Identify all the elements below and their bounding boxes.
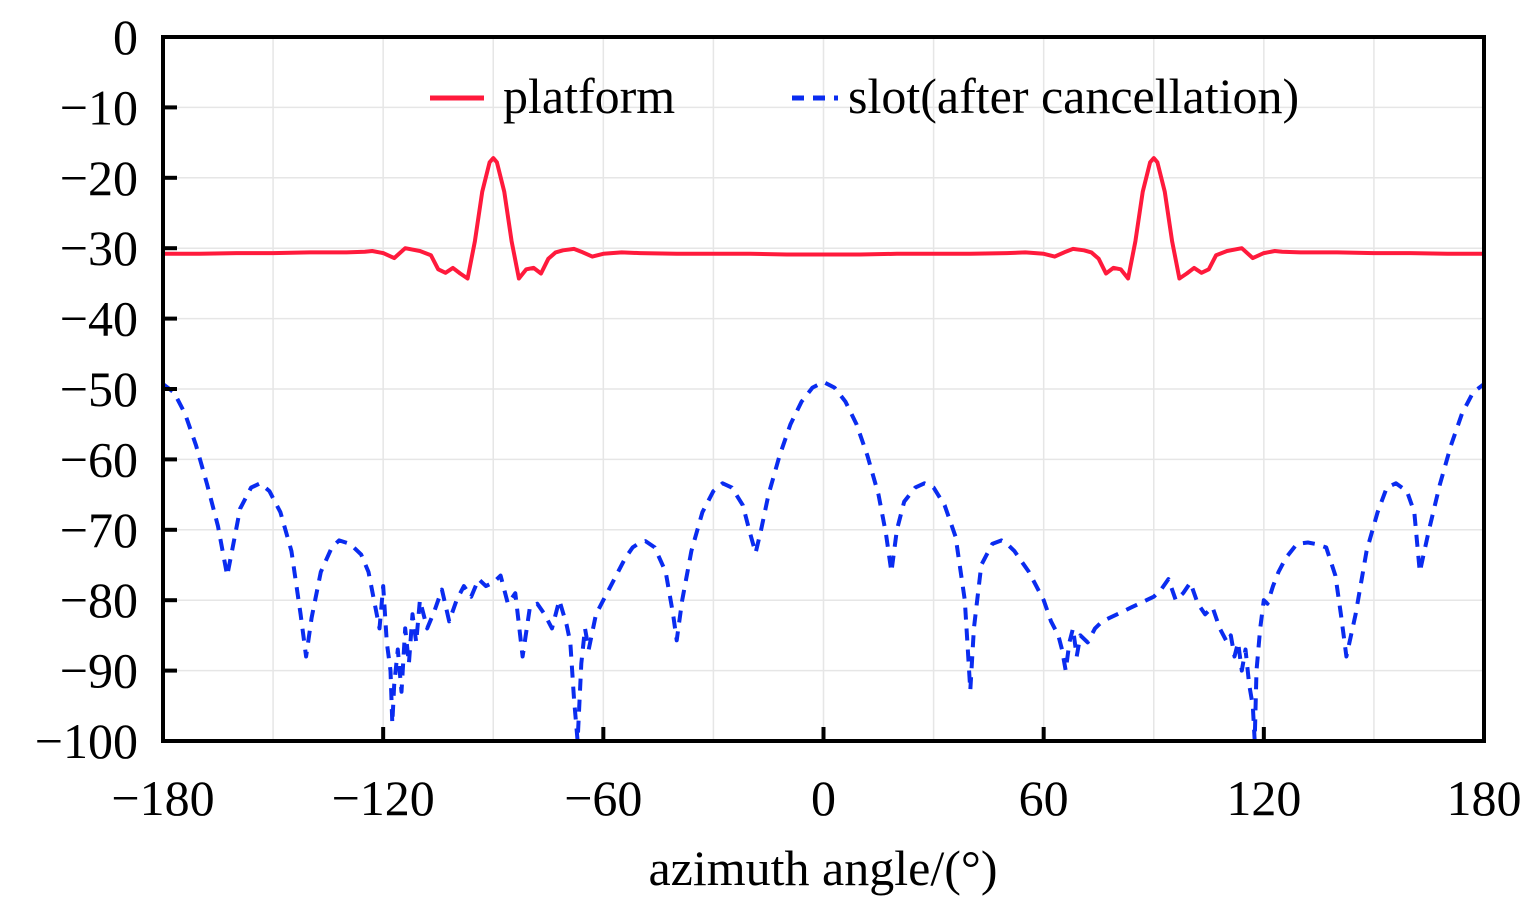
x-tick-label: −120: [332, 770, 435, 826]
x-tick-label: 60: [1019, 770, 1069, 826]
plot-area: [163, 156, 1484, 741]
legend: platform slot(after cancellation): [430, 68, 1299, 124]
grid-lines: [163, 37, 1484, 741]
y-tick-label: 0: [113, 9, 138, 65]
y-tick-label: −30: [60, 220, 138, 276]
legend-label-slot: slot(after cancellation): [848, 68, 1299, 124]
x-tick-label: −60: [564, 770, 642, 826]
y-tick-label: −70: [60, 502, 138, 558]
legend-item-platform: platform: [430, 68, 675, 124]
x-axis-title: azimuth angle/(°): [648, 840, 997, 896]
y-tick-label: −40: [60, 291, 138, 347]
y-tick-label: −100: [35, 713, 138, 769]
legend-item-slot: slot(after cancellation): [792, 68, 1299, 124]
y-tick-label: −80: [60, 572, 138, 628]
y-tick-label: −90: [60, 643, 138, 699]
y-tick-labels: 0 −10 −20 −30 −40 −50 −60 −70 −80 −90 −100: [35, 9, 138, 769]
x-tick-labels: −180 −120 −60 0 60 120 180: [111, 770, 1521, 826]
series-line-slot: [163, 380, 1484, 741]
y-tick-label: −50: [60, 361, 138, 417]
x-tick-label: 0: [811, 770, 836, 826]
series-line-platform: [163, 156, 1484, 281]
legend-label-platform: platform: [503, 68, 675, 124]
y-tick-label: −20: [60, 150, 138, 206]
x-tick-label: 180: [1447, 770, 1522, 826]
series-group: [163, 156, 1484, 741]
y-tick-label: −10: [60, 79, 138, 135]
axis-ticks: [161, 35, 1486, 743]
x-tick-label: 120: [1226, 770, 1301, 826]
y-tick-label: −60: [60, 431, 138, 487]
x-tick-label: −180: [111, 770, 214, 826]
